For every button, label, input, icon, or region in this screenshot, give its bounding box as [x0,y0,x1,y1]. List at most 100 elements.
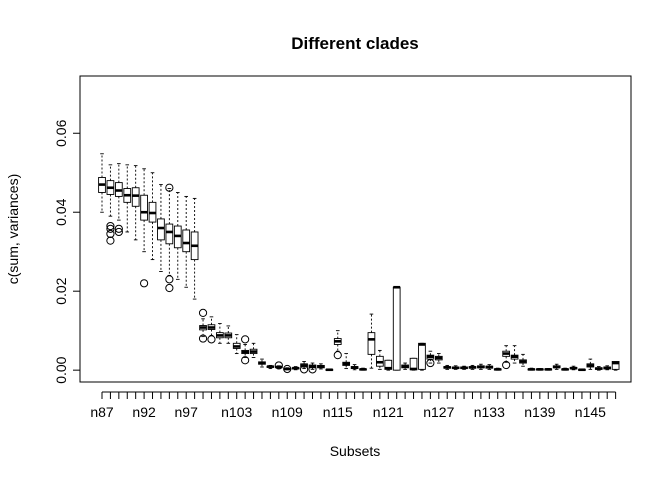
outlier-point [502,360,511,370]
box-57 [569,365,578,371]
box-5 [131,165,140,241]
box-9 [165,183,174,293]
box-37 [401,362,409,370]
box-body [182,229,191,253]
box-2 [106,164,115,245]
box-3 [114,163,123,237]
box-24 [291,366,300,371]
y-tick-label: 0.02 [53,277,69,304]
x-tick-label: n145 [575,404,606,420]
box-10 [173,192,182,280]
box-31 [350,364,359,371]
y-axis-label: c(sum, variances) [5,174,21,284]
box-47 [485,364,494,370]
x-tick-label: n92 [132,404,156,420]
outlier-point [241,335,250,344]
box-49 [502,345,511,370]
box-35 [384,359,393,371]
box-62 [611,361,620,371]
box-6 [140,168,149,288]
box-18 [241,335,250,365]
box-27 [317,363,325,370]
x-tick-label: n87 [90,404,114,420]
box-body [165,223,174,245]
y-tick-label: 0.00 [53,356,69,383]
box-34 [376,349,384,370]
chart-title: Different clades [291,34,419,53]
box-body [140,194,148,221]
box-body [611,361,620,370]
box-54 [544,368,553,371]
outlier-point [165,183,174,192]
outlier-point [426,358,435,368]
box-29 [333,330,342,360]
box-4 [123,164,132,233]
box-body [392,286,401,371]
box-body [131,187,140,207]
box-40 [426,350,435,368]
outlier-point [333,351,342,360]
box-19 [249,342,258,358]
y-tick-label: 0.04 [53,198,69,225]
box-17 [232,334,241,355]
box-21 [266,364,275,370]
outlier-point [106,224,115,233]
box-56 [561,367,569,371]
box-52 [527,367,536,371]
box-46 [477,363,485,370]
x-tick-label: n115 [323,404,353,420]
box-53 [535,368,544,371]
box-39 [418,342,426,371]
box-8 [157,184,165,272]
box-48 [493,367,502,371]
x-tick-label: n109 [272,404,303,420]
outlier-point [198,334,208,343]
x-tick-label: n121 [373,404,404,420]
box-26 [308,362,317,374]
box-58 [578,368,586,372]
x-tick-label: n133 [474,404,505,420]
outlier-point [114,227,123,237]
box-22 [274,361,283,370]
y-axis: 0.00 0.02 0.04 0.06 [53,119,81,384]
outlier-point [165,275,174,284]
outlier-point [299,365,309,374]
outlier-point [241,356,250,365]
box-60 [594,366,603,371]
x-axis: n87 n92 n97 n103 n109 n115 n121 n127 n133 n139 n14… [90,391,617,420]
box-33 [367,313,376,369]
outlier-point [283,364,292,374]
box-61 [603,365,612,371]
box-44 [460,365,468,370]
box-25 [299,361,309,374]
box-32 [359,367,367,371]
outlier-point [274,361,283,370]
x-tick-label: n139 [524,404,555,420]
box-50 [510,345,519,364]
box-7 [148,172,157,261]
outlier-point [165,283,174,293]
outlier-point [114,224,123,233]
box-1 [98,153,106,213]
box-14 [207,316,216,344]
box-38 [409,357,418,371]
box-55 [552,363,561,370]
outlier-point [198,308,208,318]
box-23 [283,364,292,374]
box-28 [325,368,334,372]
outlier-point [308,365,317,374]
box-series [98,153,620,374]
box-16 [224,325,233,344]
box-43 [451,365,460,370]
outlier-point [140,279,149,288]
box-36 [392,285,401,371]
x-tick-label: n97 [175,404,199,420]
box-59 [586,358,595,370]
x-tick-label: n127 [423,404,454,420]
x-tick-label: n103 [221,404,252,420]
box-30 [342,353,351,370]
x-axis-label: Subsets [330,443,381,459]
box-body [367,332,376,355]
box-12 [190,197,199,300]
